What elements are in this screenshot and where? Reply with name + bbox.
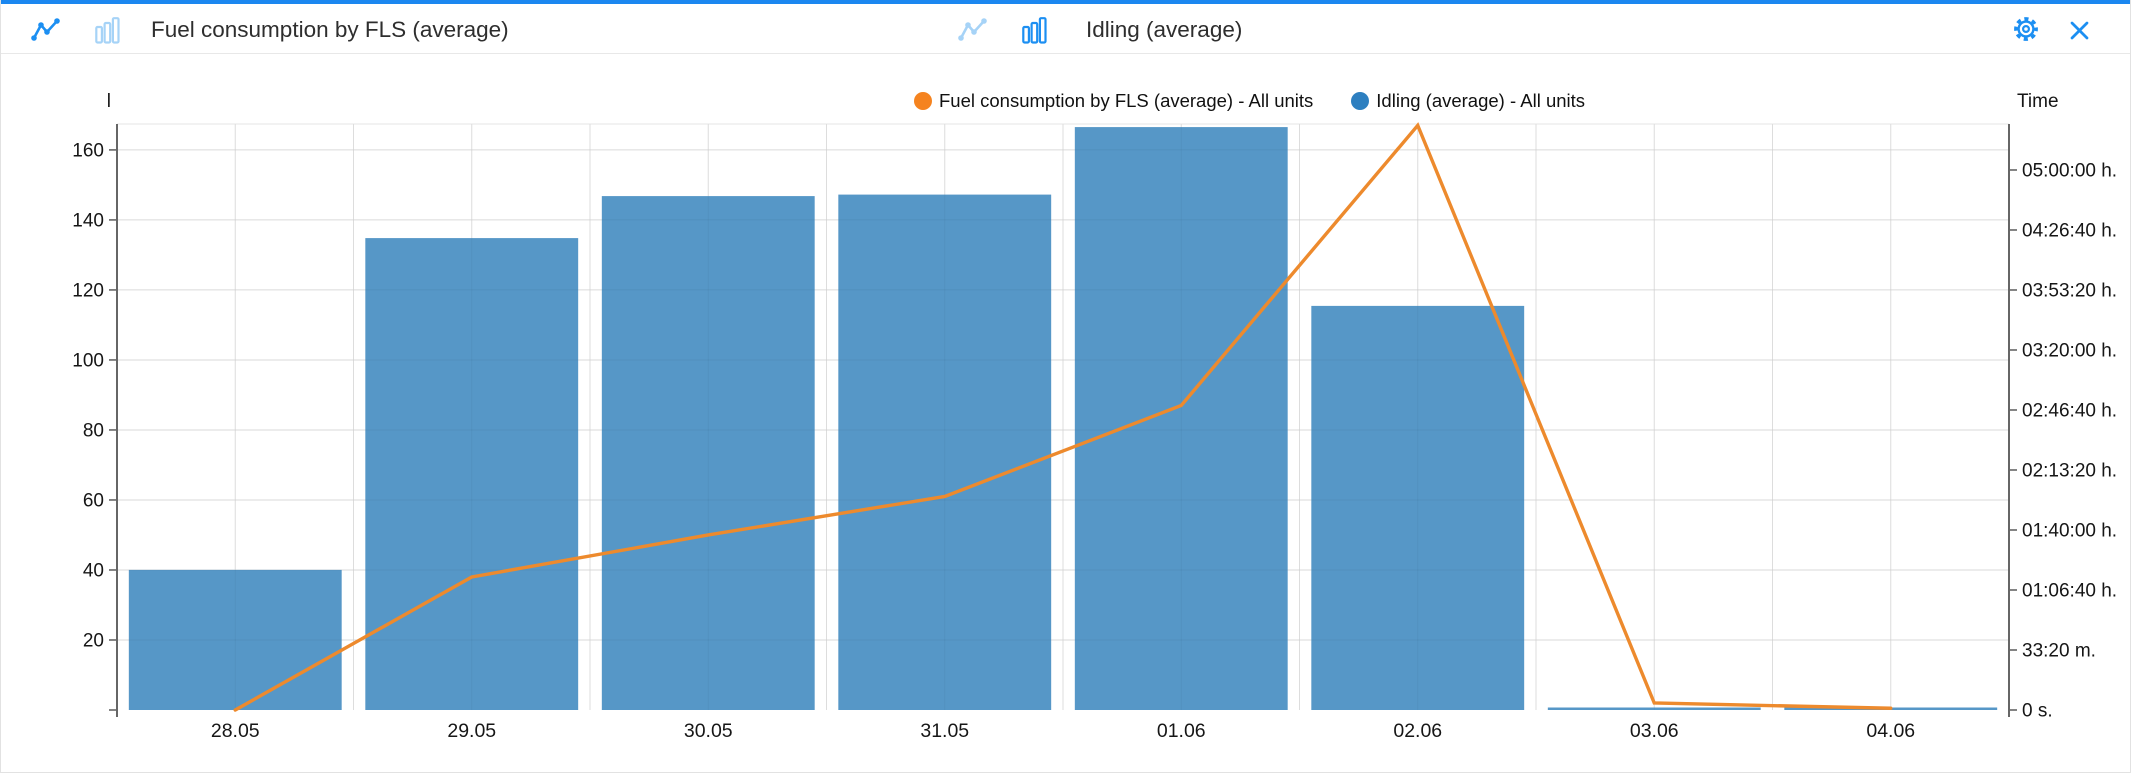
x-axis-label: 29.05 bbox=[447, 720, 496, 742]
x-axis-label: 28.05 bbox=[211, 720, 260, 742]
idling-bar[interactable] bbox=[1311, 305, 1525, 710]
left-axis-unit-label: l bbox=[106, 91, 111, 112]
idling-bar[interactable] bbox=[128, 569, 342, 710]
left-axis-tick-label: 20 bbox=[83, 630, 104, 651]
x-axis-label: 03.06 bbox=[1630, 720, 1679, 742]
line-chart-icon[interactable] bbox=[958, 18, 988, 49]
left-axis-tick-label: 60 bbox=[83, 490, 104, 511]
chart-legend: Fuel consumption by FLS (average) - All … bbox=[914, 90, 1585, 112]
legend-label: Idling (average) - All units bbox=[1376, 90, 1586, 111]
left-axis-tick-label: 80 bbox=[83, 420, 104, 441]
right-axis-tick-label: 03:20:00 h. bbox=[2022, 340, 2117, 361]
fuel-line[interactable] bbox=[233, 122, 1893, 712]
legend-label: Fuel consumption by FLS (average) - All … bbox=[939, 90, 1314, 111]
left-axis-tick-label: 140 bbox=[72, 210, 104, 231]
widget-accent-bar bbox=[1, 0, 2130, 4]
right-axis-tick-label: 04:26:40 h. bbox=[2022, 220, 2117, 241]
bar-chart-icon[interactable] bbox=[1022, 17, 1047, 49]
left-axis-tick-label: 160 bbox=[72, 140, 104, 161]
x-axis-label: 04.06 bbox=[1866, 720, 1915, 742]
x-axis-label: 31.05 bbox=[920, 720, 969, 742]
left-chart-title: Fuel consumption by FLS (average) bbox=[151, 17, 509, 42]
legend-swatch-icon bbox=[1351, 92, 1370, 110]
right-axis-tick-label: 02:46:40 h. bbox=[2022, 400, 2117, 421]
right-axis-tick-label: 01:06:40 h. bbox=[2022, 580, 2117, 601]
widget-header: Fuel consumption by FLS (average) Idling… bbox=[1, 4, 2130, 54]
left-axis-tick-label: 40 bbox=[83, 560, 104, 581]
idling-bar[interactable] bbox=[1074, 127, 1288, 711]
right-axis-tick-label: 02:13:20 h. bbox=[2022, 460, 2117, 481]
idling-bar[interactable] bbox=[365, 238, 579, 710]
right-chart-title: Idling (average) bbox=[1086, 17, 1243, 42]
bar-chart-icon[interactable] bbox=[95, 17, 120, 49]
right-axis-unit-label: Time bbox=[2017, 91, 2059, 112]
idling-bar[interactable] bbox=[601, 196, 815, 710]
right-axis-tick-label: 05:00:00 h. bbox=[2022, 160, 2117, 181]
legend-item[interactable]: Idling (average) - All units bbox=[1351, 90, 1585, 112]
x-axis-label: 30.05 bbox=[684, 720, 733, 742]
x-axis-label: 01.06 bbox=[1157, 720, 1206, 742]
idling-bar[interactable] bbox=[838, 194, 1052, 711]
gear-icon[interactable] bbox=[2012, 15, 2040, 48]
right-axis-tick-label: 33:20 m. bbox=[2022, 640, 2096, 661]
idling-bar[interactable] bbox=[1547, 707, 1761, 711]
right-axis-tick-label: 01:40:00 h. bbox=[2022, 520, 2117, 541]
close-icon[interactable] bbox=[2069, 20, 2090, 46]
x-axis-label: 02.06 bbox=[1393, 720, 1442, 742]
right-axis-tick-label: 0 s. bbox=[2022, 701, 2053, 722]
legend-swatch-icon bbox=[914, 92, 932, 110]
left-axis-tick-label: 100 bbox=[72, 350, 104, 371]
right-axis-tick-label: 03:53:20 h. bbox=[2022, 280, 2117, 301]
line-chart-icon[interactable] bbox=[31, 18, 61, 49]
left-axis-tick-label: 120 bbox=[72, 280, 104, 301]
legend-item[interactable]: Fuel consumption by FLS (average) - All … bbox=[914, 90, 1313, 112]
